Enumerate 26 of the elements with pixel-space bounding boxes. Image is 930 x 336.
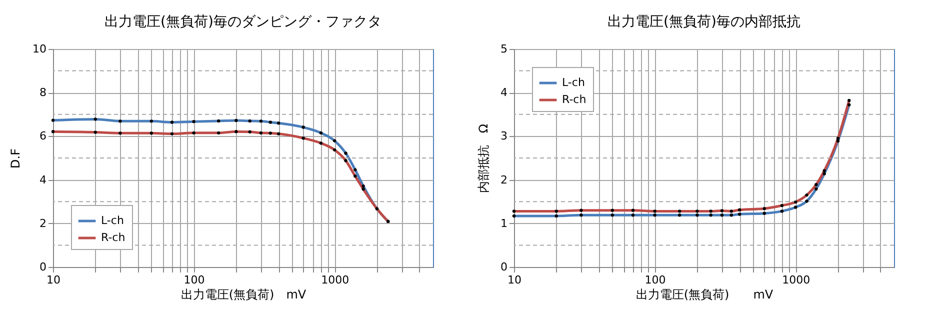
y-tick-label: 4 <box>500 86 508 100</box>
y-axis-title: 内部抵抗 Ω <box>476 124 490 194</box>
y-tick-label: 3 <box>500 130 508 143</box>
x-tick-label: 1000 <box>321 274 350 286</box>
x-tick-label: 100 <box>184 274 205 286</box>
y-tick-label: 2 <box>500 173 508 186</box>
y-tick-label: 5 <box>500 42 508 56</box>
x-axis-title: 出力電圧(無負荷) mV <box>180 288 307 302</box>
legend-label: L-ch <box>101 214 124 227</box>
y-tick-label: 0 <box>500 260 508 274</box>
y-axis-title: D.F <box>8 148 23 168</box>
y-tick-label: 8 <box>40 86 46 100</box>
y-tick-label: 2 <box>40 216 46 230</box>
x-tick-label: 100 <box>644 274 666 286</box>
y-tick-label: 1 <box>500 216 508 230</box>
legend-label: L-ch <box>562 76 585 89</box>
x-tick-label: 1000 <box>782 274 810 286</box>
y-tick-label: 6 <box>40 130 46 143</box>
legend-label: R-ch <box>101 231 126 244</box>
y-tick-label: 10 <box>32 42 46 56</box>
y-tick-label: 0 <box>40 260 46 274</box>
x-axis-title: 出力電圧(無負荷) mV <box>636 288 774 302</box>
chart-title: 出力電圧(無負荷)毎の内部抵抗 <box>608 14 800 30</box>
y-tick-label: 4 <box>40 173 46 186</box>
legend-label: R-ch <box>562 93 586 106</box>
chart-title: 出力電圧(無負荷)毎のダンピング・ファクタ <box>104 14 382 30</box>
